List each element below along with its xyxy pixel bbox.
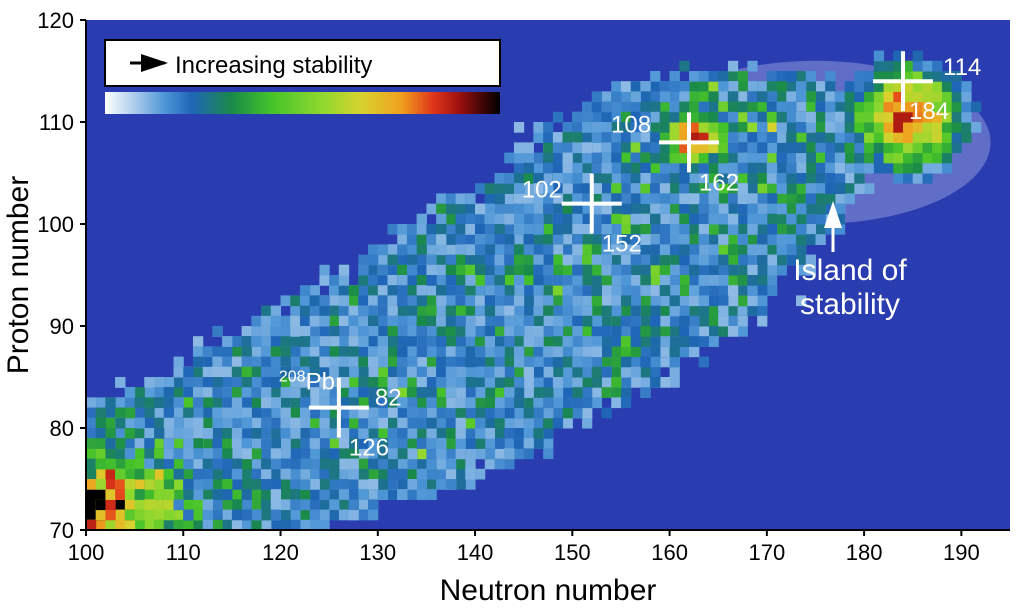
y-tick-label: 110 (39, 110, 74, 135)
y-tick-label: 70 (50, 518, 74, 543)
x-tick-label: 180 (846, 540, 883, 565)
x-tick-label: 150 (554, 540, 591, 565)
x-tick-label: 190 (943, 540, 980, 565)
y-tick-label: 90 (50, 314, 74, 339)
x-tick-label: 170 (748, 540, 785, 565)
marker-z-label: 82 (375, 385, 402, 412)
y-tick-label: 80 (50, 416, 74, 441)
island-label: Island of (793, 254, 907, 287)
x-tick-label: 110 (166, 540, 201, 565)
marker-n-label: 184 (909, 98, 949, 125)
marker-z-label: 108 (611, 111, 651, 138)
x-tick-label: 120 (262, 540, 299, 565)
marker-n-label: 152 (602, 231, 642, 258)
y-tick-label: 120 (37, 8, 74, 33)
marker-z-label: 114 (943, 54, 981, 81)
island-label: stability (800, 288, 900, 321)
marker-z-label: 102 (522, 177, 562, 204)
legend-label: Increasing stability (175, 52, 372, 79)
y-tick-label: 100 (37, 212, 74, 237)
marker-n-label: 162 (699, 169, 739, 196)
x-axis-label: Neutron number (440, 574, 657, 607)
x-tick-label: 130 (359, 540, 396, 565)
y-axis-label: Proton number (2, 176, 35, 374)
marker-n-label: 126 (349, 435, 389, 462)
x-tick-label: 160 (651, 540, 688, 565)
x-tick-label: 100 (68, 540, 105, 565)
x-tick-label: 140 (457, 540, 494, 565)
legend-colorbar (105, 92, 500, 114)
